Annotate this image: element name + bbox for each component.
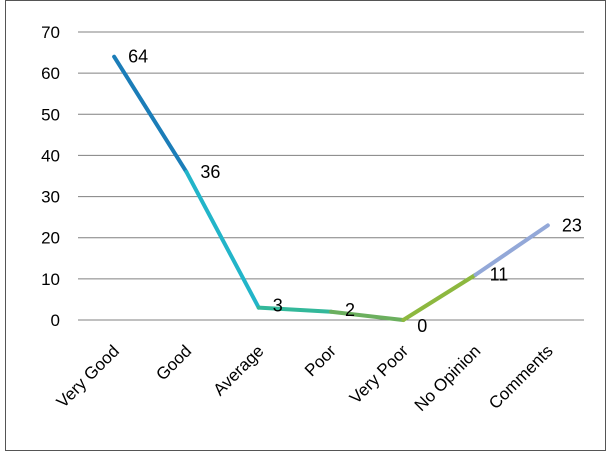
- line-segment: [184, 169, 261, 310]
- y-tick-label: 20: [41, 229, 60, 248]
- series-line: [112, 54, 550, 322]
- data-labels: 64 36 3 2 0 11 23: [128, 47, 582, 336]
- data-label: 64: [128, 47, 148, 67]
- line-segment: [112, 54, 189, 174]
- y-tick-label: 40: [41, 146, 60, 165]
- data-label: 23: [562, 215, 582, 235]
- line-segment: [329, 309, 406, 322]
- line-segment: [473, 223, 550, 277]
- data-label: 11: [490, 265, 509, 285]
- y-tick-label: 60: [41, 64, 60, 83]
- line-segment: [256, 305, 333, 314]
- data-label: 0: [417, 316, 427, 336]
- data-label: 3: [273, 296, 283, 316]
- line-segment: [401, 272, 478, 322]
- y-tick-label: 70: [41, 23, 60, 42]
- data-label: 36: [200, 162, 220, 182]
- y-tick-label: 30: [41, 188, 60, 207]
- y-tick-label: 0: [51, 311, 60, 330]
- chart-border: [5, 0, 606, 451]
- gridlines: [78, 31, 584, 321]
- y-tick-label: 10: [41, 270, 60, 289]
- y-tick-label: 50: [41, 105, 60, 124]
- data-label: 2: [345, 300, 355, 320]
- y-axis-tick-labels: 0 10 20 30 40 50 60 70: [41, 23, 60, 330]
